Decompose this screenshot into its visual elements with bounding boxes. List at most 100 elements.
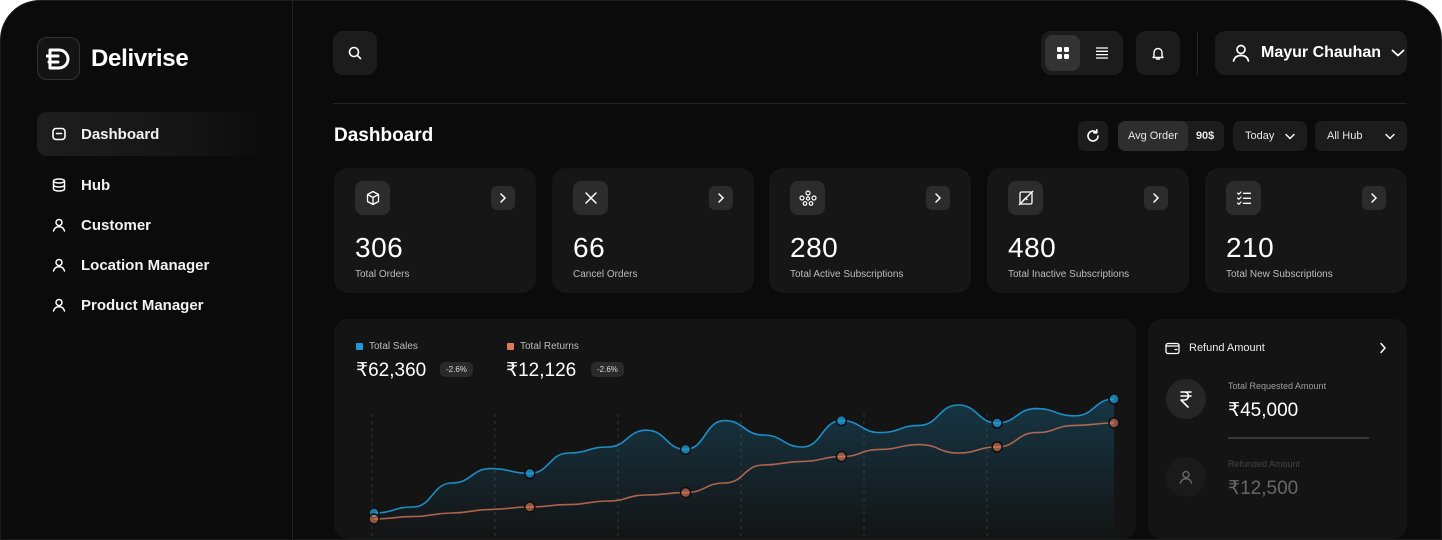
data-point-total-returns[interactable]	[368, 513, 380, 525]
stat-label: Cancel Orders	[573, 269, 638, 280]
stat-value: 306	[355, 232, 404, 263]
rupee-icon	[1166, 379, 1206, 419]
data-point-total-sales[interactable]	[835, 414, 848, 427]
chevron-down-icon	[1385, 133, 1395, 139]
app-name: Delivrise	[91, 45, 189, 72]
stat-card-active-subscriptions[interactable]: 280 Total Active Subscriptions	[769, 168, 971, 293]
checklist-icon	[1226, 181, 1261, 215]
sales-line-chart	[368, 393, 1120, 539]
list-view-icon	[1095, 47, 1108, 59]
hub-select[interactable]: All Hub	[1315, 121, 1407, 151]
stat-card-inactive-subscriptions[interactable]: 480 Total Inactive Subscriptions	[987, 168, 1189, 293]
period-select[interactable]: Today	[1233, 121, 1307, 151]
user-icon	[1232, 44, 1250, 62]
data-point-total-returns[interactable]	[991, 441, 1003, 453]
search-button[interactable]	[333, 31, 377, 75]
legend-swatch	[507, 343, 514, 350]
sidebar-item-hub[interactable]: Hub	[37, 163, 267, 207]
data-point-total-sales[interactable]	[1108, 393, 1120, 405]
dashboard-icon	[52, 127, 66, 141]
sidebar-item-location-manager[interactable]: Location Manager	[37, 243, 267, 287]
notifications-button[interactable]	[1136, 31, 1180, 75]
requested-amount-bar	[1228, 437, 1369, 439]
sidebar-item-label: Dashboard	[81, 125, 160, 143]
sidebar-item-label: Location Manager	[81, 256, 210, 274]
crossed-image-icon	[1008, 181, 1043, 215]
data-point-total-returns[interactable]	[1108, 417, 1120, 429]
refunded-amount-value: ₹12,500	[1228, 478, 1299, 499]
total-sales-change-badge: -2.6%	[440, 362, 473, 377]
user-icon	[52, 218, 66, 232]
total-sales-value: ₹62,360	[356, 360, 427, 381]
sidebar-item-label: Hub	[81, 176, 111, 194]
user-menu-button[interactable]: Mayur Chauhan	[1215, 31, 1407, 75]
box-icon	[355, 181, 390, 215]
sidebar-item-dashboard[interactable]: Dashboard	[37, 112, 267, 156]
chevron-right-icon[interactable]	[926, 186, 950, 210]
avg-order-value: 90$	[1195, 130, 1215, 142]
wallet-icon	[1165, 342, 1180, 355]
stat-label: Total Inactive Subscriptions	[1008, 269, 1130, 280]
stat-card-new-subscriptions[interactable]: 210 Total New Subscriptions	[1205, 168, 1407, 293]
sales-chart-panel: Total Sales ₹62,360 -2.6% Total Returns …	[334, 319, 1136, 539]
refresh-button[interactable]	[1078, 121, 1108, 151]
close-icon	[573, 181, 608, 215]
chevron-down-icon	[1285, 133, 1295, 139]
requested-amount-label: Total Requested Amount	[1228, 381, 1327, 391]
database-icon	[52, 178, 66, 192]
view-toggle	[1041, 31, 1123, 75]
stat-label: Total Orders	[355, 269, 410, 280]
stat-value: 280	[790, 232, 839, 263]
sidebar: Delivrise Dashboard Hub Customer Locatio…	[1, 1, 293, 539]
logo-mark[interactable]	[37, 37, 80, 80]
header-divider-line	[333, 103, 1407, 104]
data-point-total-returns[interactable]	[524, 501, 536, 513]
data-point-total-sales[interactable]	[679, 443, 692, 456]
user-icon	[52, 258, 66, 272]
page-title: Dashboard	[334, 125, 434, 146]
sidebar-item-customer[interactable]: Customer	[37, 203, 267, 247]
chevron-right-icon[interactable]	[491, 186, 515, 210]
legend-total-returns: Total Returns	[507, 341, 579, 352]
stat-card-cancel-orders[interactable]: 66 Cancel Orders	[552, 168, 754, 293]
avg-order-indicator: Avg Order 90$	[1118, 121, 1224, 151]
stat-value: 66	[573, 232, 606, 263]
data-point-total-sales[interactable]	[524, 467, 536, 480]
refund-title: Refund Amount	[1189, 342, 1265, 354]
stat-card-total-orders[interactable]: 306 Total Orders	[334, 168, 536, 293]
user-icon	[52, 298, 66, 312]
legend-swatch	[356, 343, 363, 350]
series-area-total-sales	[374, 399, 1114, 539]
chevron-right-icon[interactable]	[1379, 342, 1387, 354]
total-returns-value: ₹12,126	[506, 360, 577, 381]
sidebar-item-product-manager[interactable]: Product Manager	[37, 283, 267, 327]
stat-label: Total Active Subscriptions	[790, 269, 904, 280]
legend-label: Total Sales	[369, 341, 418, 352]
stat-value: 210	[1226, 232, 1275, 263]
data-point-total-returns[interactable]	[835, 450, 848, 463]
user-icon	[1166, 457, 1206, 497]
refund-amount-panel[interactable]: Refund Amount Total Requested Amount ₹45…	[1148, 319, 1407, 539]
series-line-total-sales	[373, 398, 1115, 514]
data-point-total-returns[interactable]	[679, 486, 692, 499]
data-point-total-sales[interactable]	[991, 417, 1003, 429]
logo-icon	[45, 48, 69, 69]
grid-view-button[interactable]	[1045, 35, 1080, 71]
user-name: Mayur Chauhan	[1261, 44, 1382, 61]
period-value: Today	[1245, 130, 1275, 142]
chevron-right-icon[interactable]	[1362, 186, 1386, 210]
chevron-right-icon[interactable]	[1144, 186, 1168, 210]
stat-value: 480	[1008, 232, 1057, 263]
requested-amount-value: ₹45,000	[1228, 400, 1299, 421]
total-returns-change-badge: -2.6%	[591, 362, 624, 377]
refunded-amount-label: Refunded Amount	[1228, 459, 1301, 469]
avg-order-label: Avg Order	[1118, 121, 1188, 151]
chevron-right-icon[interactable]	[709, 186, 733, 210]
chevron-down-icon	[1391, 49, 1405, 57]
legend-label: Total Returns	[520, 341, 579, 352]
list-view-button[interactable]	[1084, 35, 1119, 71]
search-icon	[348, 46, 362, 60]
sidebar-item-label: Product Manager	[81, 296, 204, 314]
network-icon	[790, 181, 825, 215]
